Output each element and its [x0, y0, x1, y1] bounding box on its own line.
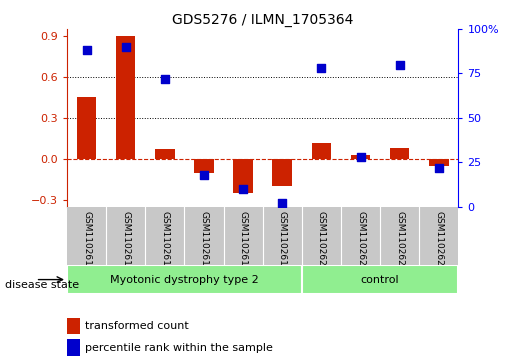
- Point: [200, 172, 208, 178]
- Bar: [272, 159, 292, 186]
- Text: GSM1102617: GSM1102617: [199, 212, 209, 272]
- Text: disease state: disease state: [5, 280, 79, 290]
- Bar: [155, 150, 175, 159]
- Text: GSM1102616: GSM1102616: [160, 212, 169, 272]
- Text: GSM1102618: GSM1102618: [238, 212, 248, 272]
- Text: control: control: [361, 274, 400, 285]
- Text: GSM1102615: GSM1102615: [121, 212, 130, 272]
- Point: [356, 154, 365, 160]
- Bar: [429, 159, 449, 166]
- Bar: [116, 36, 135, 159]
- Text: GSM1102614: GSM1102614: [82, 212, 91, 272]
- Point: [239, 186, 247, 192]
- Text: GSM1102623: GSM1102623: [434, 212, 443, 272]
- Point: [278, 200, 286, 206]
- Bar: [302, 265, 458, 294]
- Bar: [233, 159, 253, 193]
- Point: [161, 76, 169, 82]
- Text: GSM1102619: GSM1102619: [278, 212, 287, 272]
- Text: percentile rank within the sample: percentile rank within the sample: [85, 343, 273, 353]
- Point: [396, 62, 404, 68]
- Text: GSM1102622: GSM1102622: [395, 212, 404, 272]
- Point: [435, 165, 443, 171]
- Title: GDS5276 / ILMN_1705364: GDS5276 / ILMN_1705364: [172, 13, 353, 26]
- Text: GSM1102620: GSM1102620: [317, 212, 326, 272]
- Bar: [67, 265, 302, 294]
- Text: transformed count: transformed count: [85, 321, 188, 331]
- Bar: [312, 143, 331, 159]
- Bar: [77, 97, 96, 159]
- Point: [317, 65, 325, 71]
- Bar: [351, 155, 370, 159]
- Text: GSM1102621: GSM1102621: [356, 212, 365, 272]
- Point: [82, 48, 91, 53]
- Point: [122, 44, 130, 50]
- Bar: [390, 148, 409, 159]
- Bar: [194, 159, 214, 173]
- Text: Myotonic dystrophy type 2: Myotonic dystrophy type 2: [110, 274, 259, 285]
